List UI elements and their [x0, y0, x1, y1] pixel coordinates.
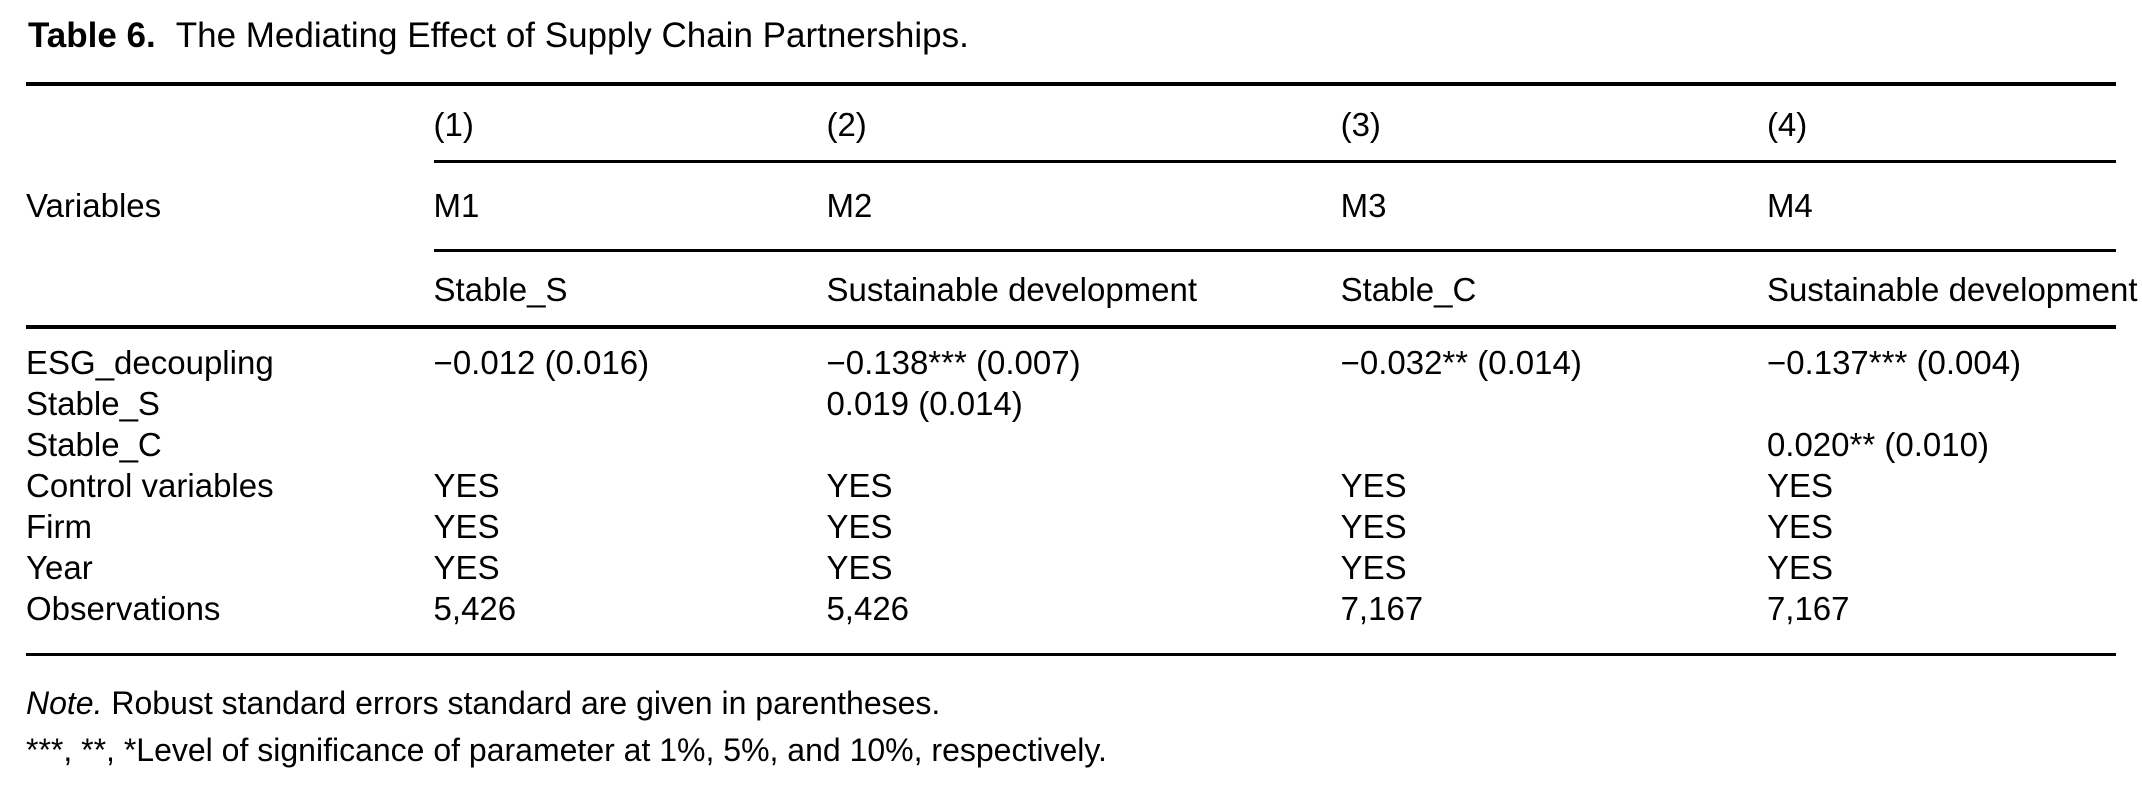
row-label: Stable_S: [26, 385, 160, 422]
cell-value: YES: [1766, 508, 1833, 545]
note-label: Note.: [26, 685, 103, 721]
row-label: Control variables: [26, 467, 274, 504]
row-label: Observations: [26, 588, 434, 656]
row-label: Firm: [26, 508, 92, 545]
note-line: Note. Robust standard errors standard ar…: [26, 680, 2116, 727]
col-header-number-4: (4): [1766, 84, 2116, 163]
table-row-stable-c: Stable_C 0.020** (0.010): [26, 424, 2116, 465]
model-row: M1 M2 M3 M4: [26, 161, 2116, 252]
cell-value: YES: [826, 467, 893, 504]
cell-value: YES: [1340, 467, 1407, 504]
table-caption-number: Table 6.: [28, 16, 156, 55]
table-row-year: Year YES YES YES YES: [26, 547, 2116, 588]
paper-table-page: Table 6. The Mediating Effect of Supply C…: [26, 12, 2138, 774]
cell-value: YES: [1340, 508, 1407, 545]
note-text: Robust standard errors standard are give…: [102, 685, 941, 721]
col-header-dv-1: Stable_S: [433, 250, 827, 329]
table-caption: Table 6. The Mediating Effect of Supply C…: [28, 12, 2116, 60]
cell-value: −0.138*** (0.007): [826, 344, 1081, 381]
cell-value: YES: [1340, 549, 1407, 586]
col-header-model-4: M4: [1766, 161, 2116, 252]
table-body: ESG_decoupling −0.012 (0.016) −0.138*** …: [26, 327, 2116, 656]
column-number-row: Variables (1) (2) (3) (4): [26, 84, 2116, 329]
significance-line: ***, **, *Level of significance of param…: [26, 732, 1107, 768]
cell-value: [826, 424, 1340, 465]
results-table: Variables (1) (2) (3) (4) M1 M2 M3 M4 St…: [26, 82, 2138, 656]
row-label: Stable_C: [26, 426, 162, 463]
dependent-variable-row: Stable_S Sustainable development Stable_…: [26, 250, 2138, 329]
cell-value: YES: [1766, 549, 1833, 586]
col-header-number-3: (3): [1340, 84, 1767, 163]
corner-header-variables: Variables: [26, 84, 434, 329]
cell-value: 5,426: [433, 588, 827, 656]
cell-value: YES: [433, 467, 500, 504]
table-row-observations: Observations 5,426 5,426 7,167 7,167: [26, 588, 2116, 656]
cell-value: −0.137*** (0.004): [1766, 344, 2022, 381]
cell-value: [1341, 424, 1767, 465]
cell-value: 7,167: [1340, 588, 1767, 656]
cell-value: −0.032** (0.014): [1340, 344, 1582, 381]
cell-value: YES: [433, 508, 500, 545]
col-header-number-2: (2): [826, 84, 1341, 163]
table-row-stable-s: Stable_S 0.019 (0.014): [26, 383, 2116, 424]
cell-value: [434, 424, 827, 465]
cell-value: 5,426: [826, 588, 1341, 656]
cell-value: 7,167: [1766, 588, 2116, 656]
cell-value: [434, 383, 827, 424]
row-label: Year: [26, 549, 93, 586]
table-row-esg-decoupling: ESG_decoupling −0.012 (0.016) −0.138*** …: [26, 327, 2116, 383]
col-header-dv-2: Sustainable development: [826, 250, 1341, 329]
cell-value: −0.012 (0.016): [433, 344, 650, 381]
cell-value: [1341, 383, 1767, 424]
table-caption-title: The Mediating Effect of Supply Chain Par…: [175, 16, 969, 55]
row-label: ESG_decoupling: [26, 344, 274, 381]
col-header-number-1: (1): [433, 84, 827, 163]
table-header: Variables (1) (2) (3) (4) M1 M2 M3 M4 St…: [26, 84, 2138, 329]
col-header-model-2: M2: [826, 161, 1341, 252]
cell-value: [1767, 383, 2116, 424]
cell-value: 0.019 (0.014): [826, 385, 1023, 422]
cell-value: YES: [826, 508, 893, 545]
col-header-model-3: M3: [1340, 161, 1767, 252]
cell-value: 0.020** (0.010): [1766, 426, 1989, 463]
col-header-dv-4: Sustainable development: [1766, 250, 2138, 329]
cell-value: YES: [1766, 467, 1833, 504]
table-row-control-variables: Control variables YES YES YES YES: [26, 465, 2116, 506]
cell-value: YES: [826, 549, 893, 586]
col-header-model-1: M1: [433, 161, 827, 252]
col-header-dv-3: Stable_C: [1340, 250, 1767, 329]
table-row-firm: Firm YES YES YES YES: [26, 506, 2116, 547]
cell-value: YES: [433, 549, 500, 586]
table-notes: Note. Robust standard errors standard ar…: [26, 680, 2116, 774]
